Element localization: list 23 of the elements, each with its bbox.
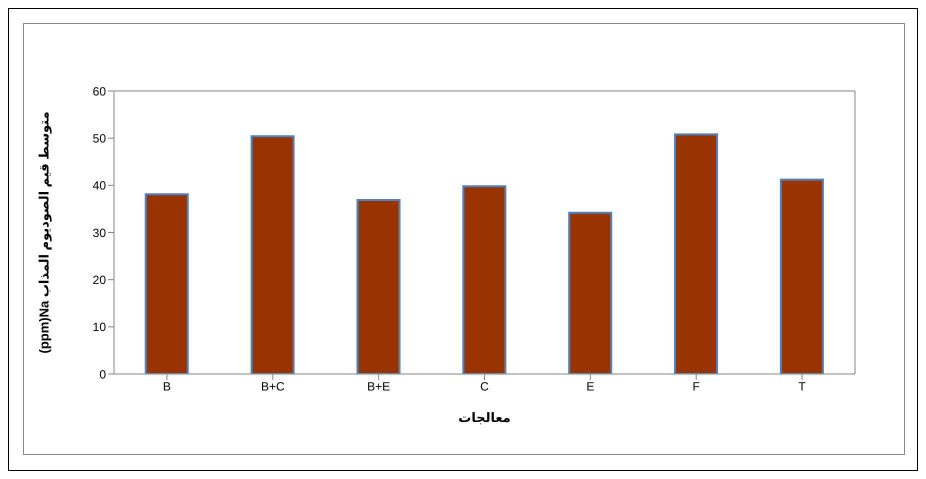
bar xyxy=(568,212,612,374)
y-tick-label: 10 xyxy=(92,320,106,334)
bar xyxy=(356,198,400,374)
x-tick-label: F xyxy=(692,380,700,394)
bar xyxy=(674,133,718,374)
x-axis-title: معالجات xyxy=(458,410,511,425)
bar xyxy=(780,178,824,374)
x-tick-label: B+C xyxy=(260,380,285,394)
x-tick-label: B+E xyxy=(367,380,390,394)
x-tick-label: B xyxy=(162,380,171,394)
y-tick-label: 40 xyxy=(92,178,106,193)
y-tick-label: 50 xyxy=(92,131,106,146)
x-tick-label: E xyxy=(586,380,594,394)
y-tick-label: 60 xyxy=(92,84,106,98)
x-tick-label: C xyxy=(480,380,490,394)
y-axis-title: (ppm)Na متوسط قيم الصوديوم المذاب xyxy=(36,111,53,354)
bar xyxy=(462,185,506,374)
y-tick-label: 0 xyxy=(99,367,106,382)
bar xyxy=(144,193,189,374)
x-tick-label: T xyxy=(798,380,806,394)
y-tick-label: 20 xyxy=(92,272,106,287)
bar xyxy=(250,135,295,374)
y-tick-label: 30 xyxy=(92,226,106,240)
